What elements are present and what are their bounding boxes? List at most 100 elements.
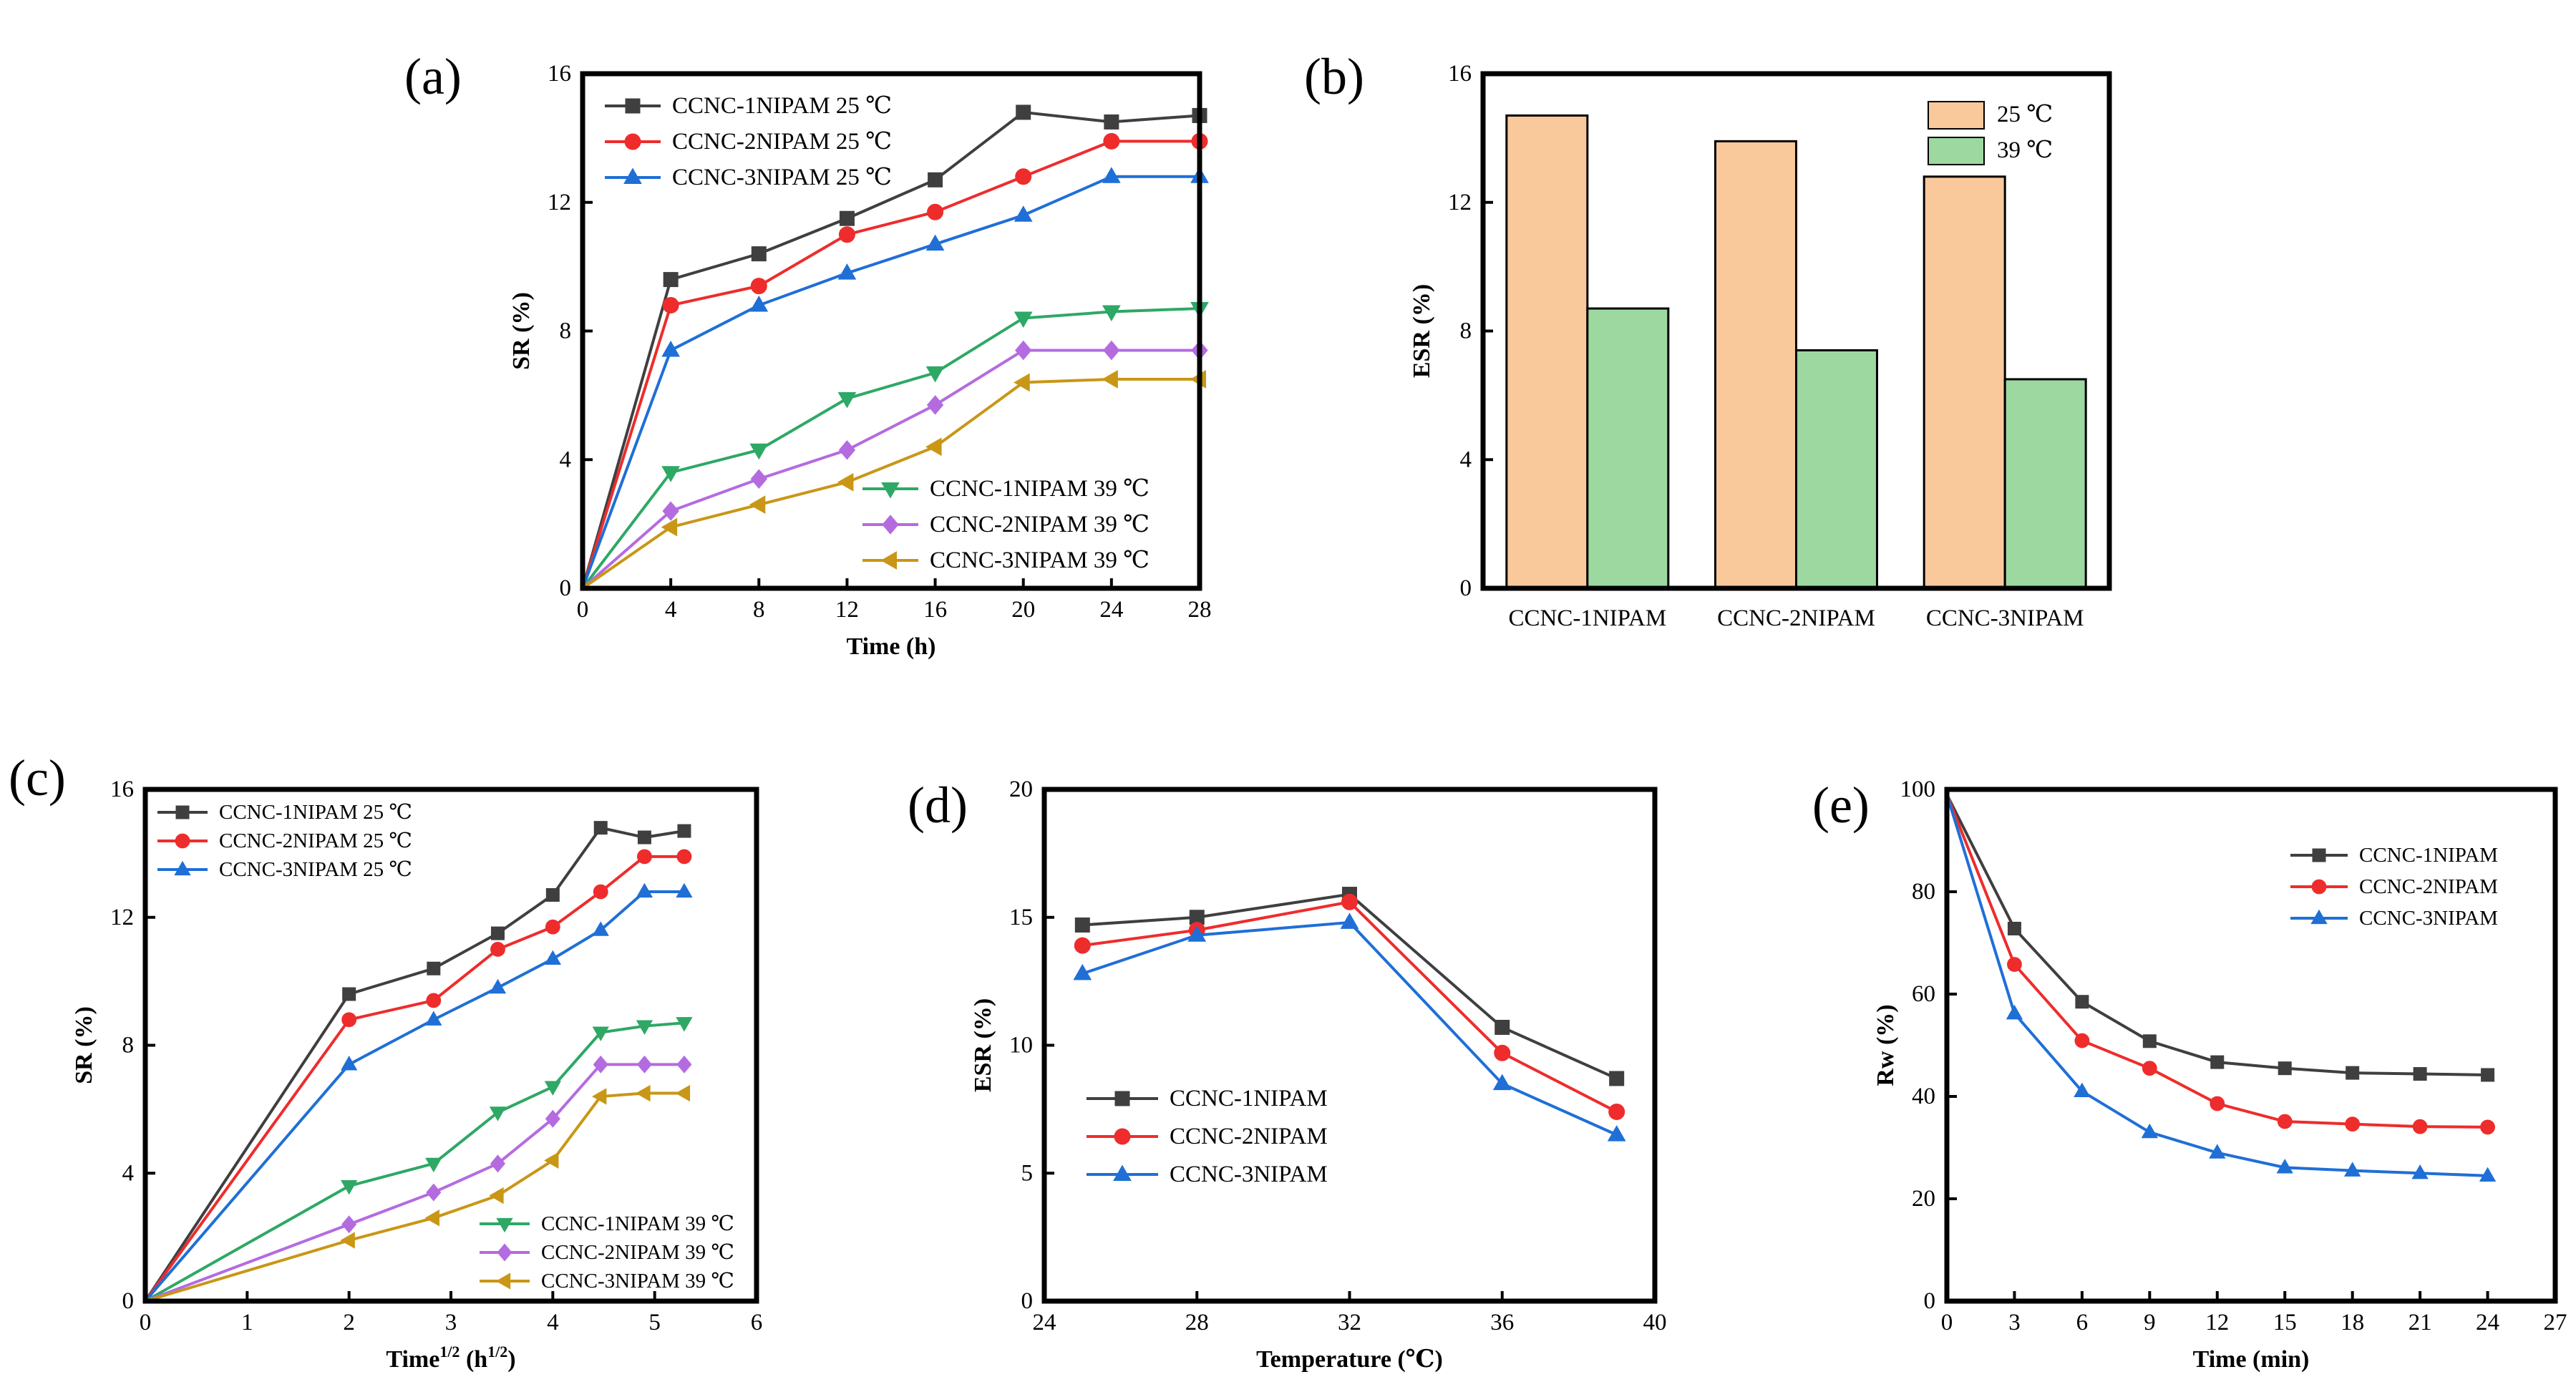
data-point xyxy=(1607,1125,1626,1142)
data-point xyxy=(636,1020,653,1035)
y-tick-label: 80 xyxy=(1912,879,1935,905)
y-tick-label: 0 xyxy=(122,1288,135,1314)
legend-label: CCNC-1NIPAM 39 ℃ xyxy=(541,1212,734,1235)
x-tick-label: 0 xyxy=(577,597,589,623)
y-tick-label: 5 xyxy=(1021,1160,1034,1186)
bar-bar25 xyxy=(1505,114,1589,590)
x-tick-label: 3 xyxy=(2008,1310,2021,1335)
data-point xyxy=(1073,963,1092,980)
x-category-label: CCNC-3NIPAM xyxy=(1926,605,2084,631)
bar-bar39 xyxy=(1586,307,1670,590)
panel-label: (d) xyxy=(908,777,968,834)
legend-label: CCNC-2NIPAM xyxy=(1170,1124,1328,1149)
y-tick-label: 0 xyxy=(1924,1288,1936,1314)
y-axis-title: ESR (%) xyxy=(1409,284,1435,378)
legend-marker xyxy=(175,805,190,819)
data-point xyxy=(2344,1162,2361,1177)
data-point xyxy=(1014,373,1030,392)
legend-marker xyxy=(175,833,190,849)
legend-marker xyxy=(625,98,641,114)
y-tick-label: 4 xyxy=(122,1160,135,1186)
series-s3 xyxy=(1945,794,2497,1182)
x-tick-label: 27 xyxy=(2544,1310,2567,1335)
y-tick-label: 40 xyxy=(1912,1084,1935,1109)
data-point xyxy=(2481,1068,2495,1082)
data-point xyxy=(592,921,609,936)
x-axis-title-part: ) xyxy=(507,1346,515,1373)
series-line xyxy=(581,377,1200,590)
y-tick-label: 16 xyxy=(1448,61,1472,87)
data-point xyxy=(636,1084,651,1102)
data-point xyxy=(925,437,942,457)
legend-label: CCNC-3NIPAM 25 ℃ xyxy=(219,858,412,881)
data-point xyxy=(637,830,651,845)
data-point xyxy=(839,210,855,226)
plot-frame xyxy=(1480,71,2112,591)
x-tick-label: 18 xyxy=(2341,1310,2364,1335)
data-point xyxy=(2142,1034,2157,1048)
x-axis-title: Time (h) xyxy=(847,633,936,660)
y-tick-label: 16 xyxy=(548,61,571,87)
data-point xyxy=(1014,205,1033,222)
y-tick-label: 20 xyxy=(1912,1186,1935,1212)
data-point xyxy=(1104,114,1119,130)
data-point xyxy=(2007,957,2022,972)
legend-label: CCNC-2NIPAM xyxy=(2359,875,2498,898)
legend-marker xyxy=(495,1272,511,1290)
x-tick-label: 4 xyxy=(665,597,677,623)
x-category-label: CCNC-1NIPAM xyxy=(1508,605,1666,631)
panel-label: (a) xyxy=(404,48,462,105)
data-point xyxy=(1074,917,1090,933)
bar-bar39 xyxy=(1795,349,1878,590)
y-tick-label: 0 xyxy=(1460,575,1472,601)
series-line xyxy=(581,307,1200,590)
series-line xyxy=(145,1021,685,1303)
series-line xyxy=(144,855,684,1303)
series-s3 xyxy=(144,882,693,1303)
data-point xyxy=(427,961,441,975)
y-tick-label: 4 xyxy=(560,447,572,472)
y-tick-label: 15 xyxy=(1009,905,1033,930)
legend-marker xyxy=(497,1243,512,1262)
series-line xyxy=(1945,794,2488,1076)
data-point xyxy=(837,472,854,492)
data-point xyxy=(661,340,681,357)
legend-marker xyxy=(2311,879,2327,895)
data-point xyxy=(1492,1074,1512,1091)
legend-label: 39 ℃ xyxy=(1997,137,2053,163)
y-tick-label: 8 xyxy=(122,1033,135,1058)
y-tick-label: 8 xyxy=(1460,318,1472,344)
x-tick-label: 21 xyxy=(2409,1310,2432,1335)
legend-label: CCNC-2NIPAM 39 ℃ xyxy=(541,1241,734,1264)
plot-frame xyxy=(1944,787,2558,1304)
x-tick-label: 36 xyxy=(1490,1310,1514,1335)
data-point xyxy=(426,993,442,1008)
legend-swatch xyxy=(1928,101,1985,130)
x-tick-label: 5 xyxy=(648,1310,661,1335)
series-s4 xyxy=(581,302,1209,590)
panel-label: (e) xyxy=(1812,777,1870,834)
legend-label: CCNC-3NIPAM 25 ℃ xyxy=(672,165,892,190)
data-point xyxy=(677,824,691,838)
data-point xyxy=(1102,305,1121,322)
data-point xyxy=(1014,311,1033,328)
data-point xyxy=(838,226,855,243)
data-point xyxy=(1341,893,1358,910)
data-point xyxy=(544,950,561,965)
data-point xyxy=(489,1187,504,1204)
legend-label: CCNC-3NIPAM 39 ℃ xyxy=(930,548,1150,573)
series-s5 xyxy=(581,340,1208,590)
data-point xyxy=(424,1210,439,1227)
series-s6 xyxy=(581,370,1206,590)
series-s5 xyxy=(145,1055,692,1303)
data-point xyxy=(928,172,943,188)
bar-bar25 xyxy=(1714,140,1797,590)
legend-label: CCNC-1NIPAM xyxy=(2359,844,2498,867)
data-point xyxy=(490,1154,506,1173)
data-point xyxy=(425,1157,442,1173)
y-tick-label: 60 xyxy=(1912,981,1935,1007)
data-point xyxy=(2278,1061,2292,1076)
data-point xyxy=(2074,1033,2090,1048)
data-point xyxy=(661,517,678,537)
data-point xyxy=(2276,1159,2293,1174)
